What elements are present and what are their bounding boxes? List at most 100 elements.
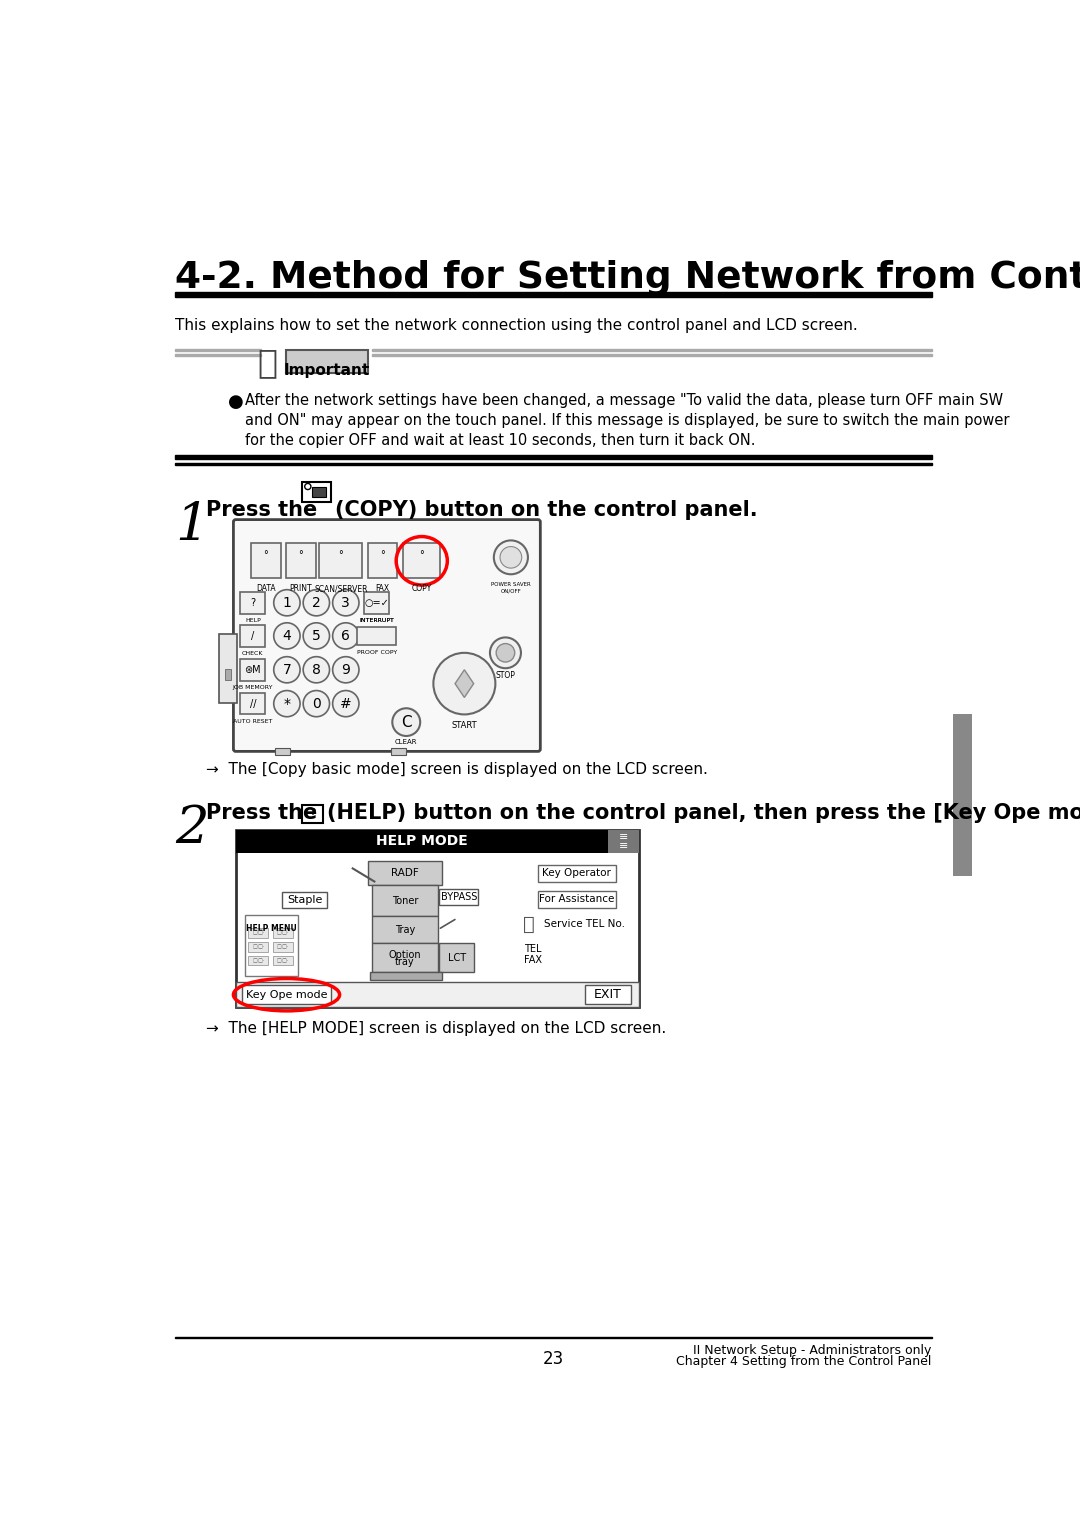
Text: 9: 9 — [341, 662, 350, 676]
Bar — [248, 957, 268, 966]
Circle shape — [303, 623, 329, 649]
Bar — [403, 543, 441, 578]
Text: 1: 1 — [283, 595, 292, 610]
Text: Press the: Press the — [206, 501, 318, 520]
Text: Option: Option — [389, 949, 421, 960]
Circle shape — [490, 638, 521, 668]
Bar — [273, 943, 293, 952]
Text: →  The [HELP MODE] screen is displayed on the LCD screen.: → The [HELP MODE] screen is displayed on… — [206, 1021, 666, 1036]
Circle shape — [273, 623, 300, 649]
Bar — [608, 830, 638, 853]
Text: Toner: Toner — [392, 896, 418, 906]
Text: ⊛M: ⊛M — [244, 665, 261, 674]
Polygon shape — [455, 670, 474, 697]
Bar — [282, 891, 327, 908]
Text: CLEAR: CLEAR — [395, 739, 418, 745]
Bar — [235, 830, 638, 1007]
Text: HELP MENU: HELP MENU — [246, 923, 297, 932]
Bar — [175, 462, 932, 465]
Text: START: START — [451, 720, 477, 729]
Text: LCT: LCT — [448, 952, 465, 963]
Bar — [225, 668, 231, 679]
Text: 6: 6 — [341, 629, 350, 642]
Text: for the copier OFF and wait at least 10 seconds, then turn it back ON.: for the copier OFF and wait at least 10 … — [245, 432, 756, 447]
Text: (COPY) button on the control panel.: (COPY) button on the control panel. — [335, 501, 757, 520]
Text: EXIT: EXIT — [594, 989, 622, 1001]
Text: FAX: FAX — [375, 584, 389, 594]
Text: FAX: FAX — [524, 955, 542, 964]
Text: 5: 5 — [312, 629, 321, 642]
Bar — [242, 986, 332, 1004]
Circle shape — [500, 546, 522, 568]
Bar — [301, 804, 323, 823]
Text: ?: ? — [309, 807, 315, 821]
Text: CHECK: CHECK — [242, 652, 264, 656]
Bar — [373, 943, 438, 972]
Text: 2: 2 — [175, 803, 208, 855]
Bar — [440, 890, 478, 905]
Bar — [391, 748, 406, 755]
Bar — [373, 354, 932, 356]
Text: Chapter 4 Setting from the Control Panel: Chapter 4 Setting from the Control Panel — [676, 1355, 932, 1369]
Bar — [274, 748, 291, 755]
Text: Important: Important — [283, 363, 369, 377]
Bar — [248, 943, 268, 952]
Bar — [320, 543, 362, 578]
Text: →  The [Copy basic mode] screen is displayed on the LCD screen.: → The [Copy basic mode] screen is displa… — [206, 761, 708, 777]
Text: □·□·: □·□· — [252, 931, 265, 935]
Text: HELP: HELP — [245, 618, 260, 623]
Text: JOB MEMORY: JOB MEMORY — [232, 685, 273, 690]
Text: TEL: TEL — [524, 945, 541, 954]
Text: ?: ? — [251, 598, 255, 607]
Text: Key Ope mode: Key Ope mode — [246, 990, 327, 1000]
Text: Staple: Staple — [287, 894, 323, 905]
Bar — [175, 455, 932, 459]
Text: 0: 0 — [312, 697, 321, 711]
Circle shape — [273, 589, 300, 617]
Text: INTERRUPT: INTERRUPT — [360, 618, 394, 623]
Text: //: // — [249, 699, 256, 708]
Text: 2: 2 — [312, 595, 321, 610]
Text: 🧍: 🧍 — [523, 916, 535, 934]
Bar — [252, 543, 281, 578]
Circle shape — [333, 656, 359, 682]
Bar — [373, 885, 438, 916]
Text: °: ° — [264, 549, 268, 560]
Bar — [235, 830, 638, 853]
Text: BYPASS: BYPASS — [441, 891, 477, 902]
Text: Tray: Tray — [395, 925, 415, 934]
Bar — [241, 659, 266, 681]
Text: *: * — [283, 697, 291, 711]
Text: °: ° — [419, 549, 424, 560]
Bar — [241, 626, 266, 647]
Bar — [175, 291, 932, 298]
Text: ≡
≡: ≡ ≡ — [619, 832, 627, 852]
Bar — [241, 693, 266, 714]
Circle shape — [433, 653, 496, 714]
Text: Service TEL No.: Service TEL No. — [544, 919, 625, 929]
Bar — [584, 986, 631, 1004]
Bar — [241, 592, 266, 613]
Text: ●: ● — [228, 392, 244, 410]
Text: °: ° — [338, 549, 343, 560]
Text: DATA: DATA — [256, 584, 275, 594]
Bar — [364, 592, 389, 613]
Text: PRINT: PRINT — [289, 584, 312, 594]
Text: SCAN/SERVER: SCAN/SERVER — [314, 584, 367, 594]
Text: Key Operator: Key Operator — [542, 868, 611, 877]
Circle shape — [496, 644, 515, 662]
Circle shape — [303, 656, 329, 682]
Text: After the network settings have been changed, a message "To valid the data, plea: After the network settings have been cha… — [245, 392, 1003, 407]
Circle shape — [333, 623, 359, 649]
Circle shape — [273, 656, 300, 682]
Text: This explains how to set the network connection using the control panel and LCD : This explains how to set the network con… — [175, 317, 858, 333]
Text: HELP MODE: HELP MODE — [376, 835, 468, 848]
Bar — [286, 349, 367, 374]
Bar — [373, 349, 932, 351]
Circle shape — [333, 691, 359, 717]
Text: (HELP) button on the control panel, then press the [Key Ope mode] key.: (HELP) button on the control panel, then… — [327, 803, 1080, 823]
Text: and ON" may appear on the touch panel. If this message is displayed, be sure to : and ON" may appear on the touch panel. I… — [245, 412, 1010, 427]
Bar — [273, 957, 293, 966]
Circle shape — [273, 691, 300, 717]
Bar — [245, 914, 298, 977]
